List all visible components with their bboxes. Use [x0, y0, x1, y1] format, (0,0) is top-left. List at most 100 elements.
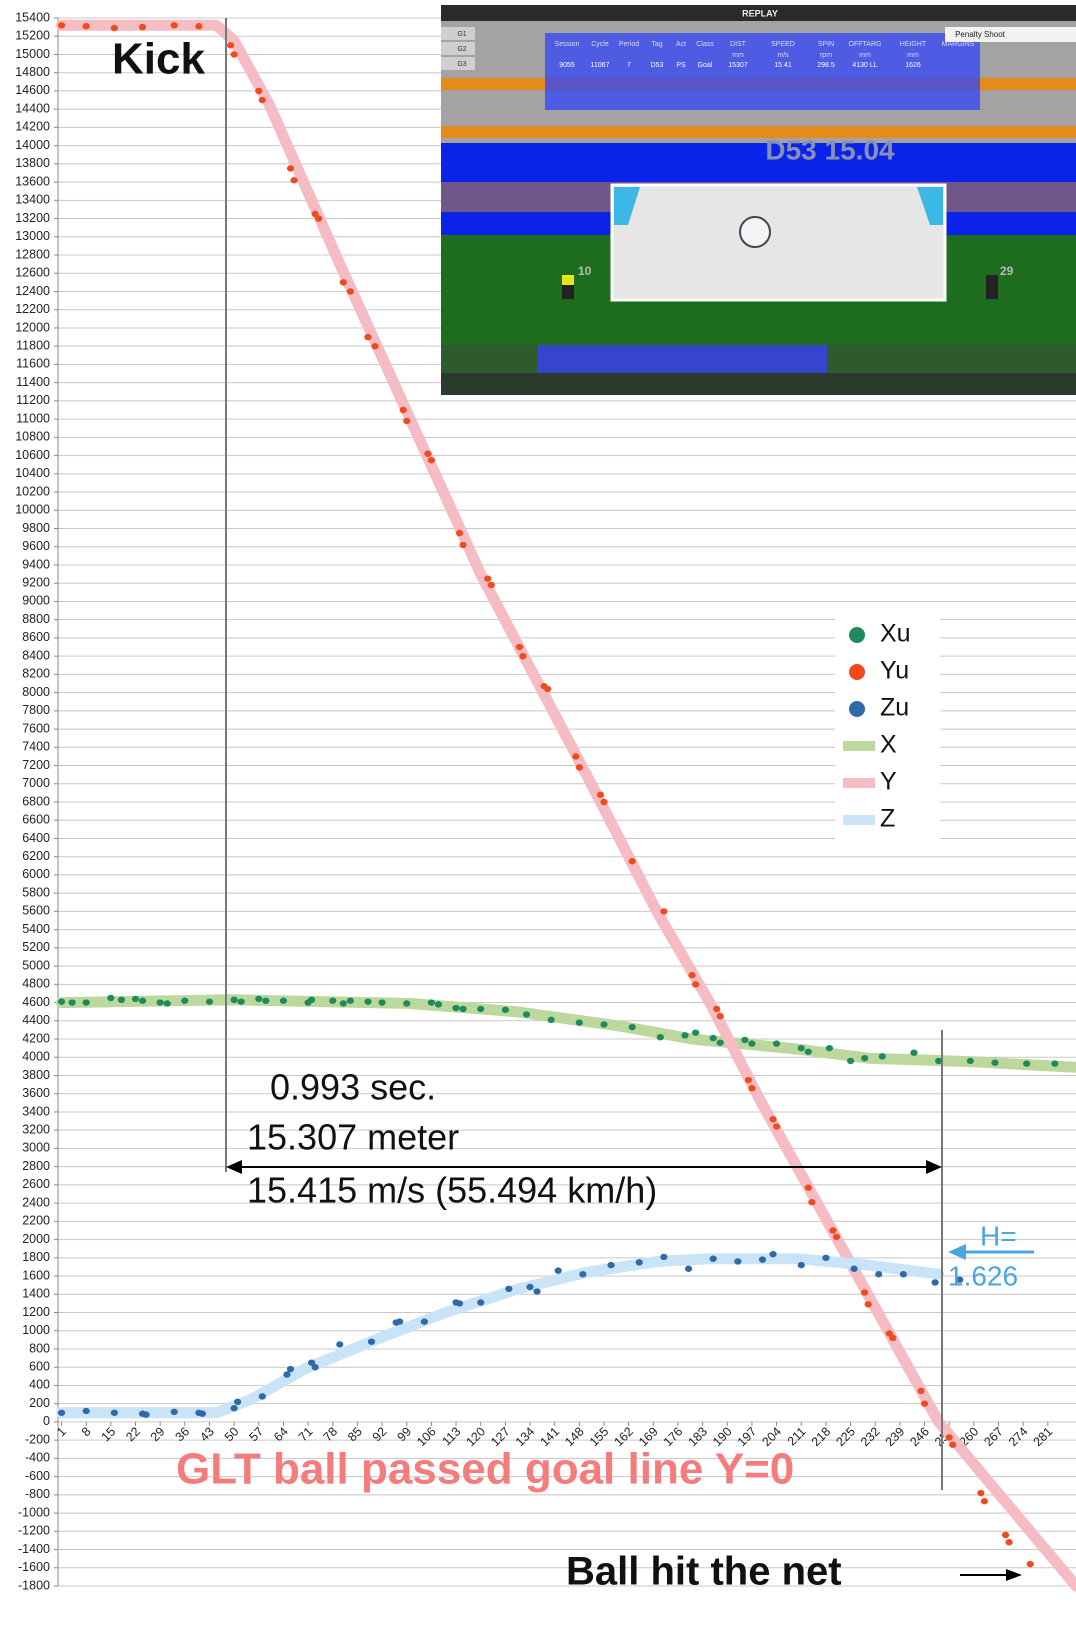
- legend-label: X: [880, 731, 897, 759]
- data-point: [607, 1262, 614, 1268]
- y-tick-label: 5400: [22, 922, 50, 936]
- data-point: [290, 177, 297, 183]
- x-tick-label: 57: [247, 1424, 267, 1444]
- y-tick-label: 9800: [22, 521, 50, 535]
- player-number: 10: [578, 264, 592, 278]
- data-point: [139, 998, 146, 1004]
- y-tick-label: 11000: [16, 411, 50, 425]
- x-tick-label: 246: [907, 1424, 932, 1449]
- y-tick-label: 10800: [15, 430, 50, 444]
- x-tick-label: 239: [883, 1424, 908, 1449]
- data-point: [312, 1364, 319, 1370]
- data-point: [118, 997, 125, 1003]
- y-tick-label: 3400: [22, 1104, 50, 1118]
- data-point: [745, 1077, 752, 1083]
- data-point: [798, 1262, 805, 1268]
- y-tick-label: -600: [25, 1469, 50, 1483]
- x-tick-label: 29: [148, 1424, 168, 1444]
- y-tick-label: 10000: [15, 503, 50, 517]
- y-tick-label: 11400: [16, 375, 50, 389]
- data-point: [259, 97, 266, 103]
- data-point: [600, 799, 607, 805]
- data-point: [949, 1441, 956, 1447]
- data-point: [576, 1019, 583, 1025]
- y-tick-label: 5000: [22, 958, 50, 972]
- legend-label: Y: [880, 768, 897, 796]
- data-point: [1023, 1060, 1030, 1066]
- y-tick-label: 9400: [22, 557, 50, 571]
- y-tick-label: 13200: [15, 211, 50, 225]
- x-tick-label: 1: [54, 1424, 69, 1439]
- data-point: [533, 1288, 540, 1294]
- y-tick-label: 2800: [22, 1159, 50, 1173]
- y-tick-label: 3000: [22, 1141, 50, 1155]
- info-value: PS: [676, 62, 686, 69]
- y-tick-label: 15000: [15, 47, 50, 61]
- x-tick-label: 50: [222, 1424, 242, 1444]
- y-tick-label: 1400: [22, 1287, 50, 1301]
- y-tick-label: 14600: [15, 83, 50, 97]
- y-tick-label: 8200: [22, 667, 50, 681]
- y-tick-label: 13400: [15, 193, 50, 207]
- data-point: [164, 1000, 171, 1006]
- data-point: [255, 996, 262, 1002]
- data-point: [231, 997, 238, 1003]
- legend-line: [843, 778, 875, 788]
- data-point: [231, 51, 238, 57]
- data-point: [981, 1498, 988, 1504]
- y-tick-label: 12200: [15, 302, 50, 316]
- info-header: OFFTARG: [849, 41, 882, 48]
- data-point: [681, 1032, 688, 1038]
- player-shirt: [562, 275, 574, 285]
- y-tick-label: 600: [29, 1360, 50, 1374]
- trend-line: [62, 1259, 939, 1413]
- info-value: 15307: [728, 62, 748, 69]
- data-point: [83, 23, 90, 29]
- y-tick-label: 6400: [22, 831, 50, 845]
- data-point: [523, 1011, 530, 1017]
- info-unit: rpm: [820, 52, 832, 59]
- data-point: [977, 1490, 984, 1496]
- data-point: [847, 1058, 854, 1064]
- data-point: [456, 1300, 463, 1306]
- data-point: [195, 23, 202, 29]
- y-tick-label: 4200: [22, 1031, 50, 1045]
- y-tick-label: 0: [43, 1414, 50, 1428]
- tab-label: G2: [457, 46, 466, 53]
- annotation: 1.626: [948, 1260, 1018, 1291]
- data-point: [921, 1400, 928, 1406]
- data-point: [505, 1286, 512, 1292]
- data-point: [759, 1256, 766, 1262]
- data-point: [861, 1289, 868, 1295]
- info-unit: m/s: [777, 52, 789, 59]
- data-point: [206, 998, 213, 1004]
- data-point: [142, 1411, 149, 1417]
- data-point: [111, 25, 118, 31]
- info-value: 7: [627, 62, 631, 69]
- data-point: [865, 1301, 872, 1307]
- inset-title: REPLAY: [742, 8, 778, 18]
- data-point: [428, 457, 435, 463]
- data-point: [371, 343, 378, 349]
- y-tick-label: -800: [25, 1487, 50, 1501]
- y-tick-label: 2200: [22, 1214, 50, 1228]
- data-point: [280, 998, 287, 1004]
- data-point: [710, 1256, 717, 1262]
- data-point: [424, 451, 431, 457]
- y-tick-label: 10400: [15, 466, 50, 480]
- data-point: [805, 1049, 812, 1055]
- data-point: [68, 999, 75, 1005]
- y-tick-label: 1800: [22, 1250, 50, 1264]
- data-point: [287, 165, 294, 171]
- info-unit: mm: [907, 52, 919, 59]
- x-tick-label: 43: [197, 1424, 217, 1444]
- annotation: 0.993 sec.: [270, 1067, 436, 1108]
- data-point: [516, 644, 523, 650]
- data-point: [364, 998, 371, 1004]
- data-point: [396, 1318, 403, 1324]
- data-point: [83, 999, 90, 1005]
- data-point: [234, 1399, 241, 1405]
- data-point: [181, 998, 188, 1004]
- data-point: [773, 1040, 780, 1046]
- data-point: [1002, 1532, 1009, 1538]
